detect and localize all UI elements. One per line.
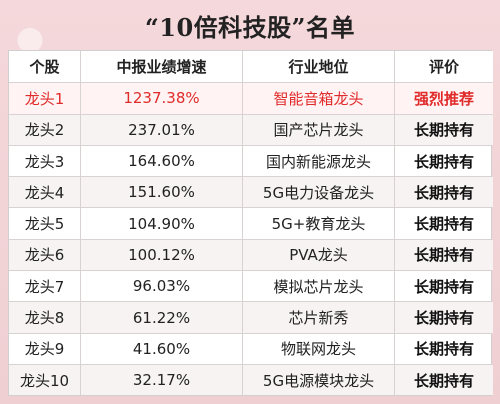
growth-rate: 164.60% (81, 145, 243, 177)
rating: 长期持有 (413, 152, 474, 171)
table-row: 龙头1 1237.38% 智能音箱龙头 强烈推荐 (9, 82, 493, 114)
rating: 长期持有 (395, 364, 493, 396)
rating: 长期持有 (395, 239, 493, 271)
industry-position: 芯片新秀 (243, 302, 395, 333)
table-row: 龙头4 151.60% 5G电力设备龙头 长期持有 (9, 176, 493, 208)
stock-name: 龙头8 (9, 302, 81, 333)
growth-rate: 151.60% (81, 177, 243, 208)
stock-name: 龙头5 (9, 208, 81, 239)
rating: 强烈推荐 (395, 83, 493, 114)
growth-rate: 1237.38% (81, 83, 243, 114)
industry-position: PVA龙头 (243, 239, 395, 271)
table-row: 龙头10 32.17% 5G电源模块龙头 长期持有 (9, 363, 493, 396)
rating: 长期持有 (413, 277, 474, 296)
header-stock: 个股 (9, 51, 81, 83)
industry-position: 5G+教育龙头 (243, 208, 395, 239)
stock-name: 龙头2 (9, 114, 81, 145)
growth-rate: 100.12% (81, 239, 243, 271)
industry-position: 5G电力设备龙头 (243, 177, 395, 208)
stock-name: 龙头10 (9, 364, 81, 396)
growth-rate: 61.22% (81, 302, 243, 333)
table-row: 龙头8 61.22% 芯片新秀 长期持有 (9, 301, 493, 333)
industry-position: 国产芯片龙头 (243, 114, 395, 145)
table-row: 龙头9 41.60% 物联网龙头 长期持有 (9, 332, 491, 364)
table-row: 龙头2 237.01% 国产芯片龙头 长期持有 (9, 113, 493, 145)
table-row: 龙头7 96.03% 模拟芯片龙头 长期持有 (9, 270, 491, 302)
table-row: 龙头6 100.12% PVA龙头 长期持有 (9, 238, 493, 271)
stock-name: 龙头3 (9, 145, 81, 177)
stock-name: 龙头4 (9, 177, 81, 208)
industry-position: 物联网龙头 (243, 333, 395, 364)
rating: 长期持有 (413, 340, 474, 359)
growth-rate: 104.90% (81, 208, 243, 239)
rating: 长期持有 (395, 177, 493, 208)
industry-position: 模拟芯片龙头 (243, 271, 395, 302)
industry-position: 国内新能源龙头 (243, 145, 395, 177)
rating: 长期持有 (395, 114, 493, 145)
stock-name: 龙头6 (9, 239, 81, 271)
rating: 长期持有 (413, 215, 474, 234)
header-industry: 行业地位 (243, 51, 395, 83)
industry-position: 5G电源模块龙头 (243, 364, 395, 396)
table-row: 龙头5 104.90% 5G+教育龙头 长期持有 (9, 207, 491, 239)
stock-name: 龙头9 (9, 333, 81, 364)
table-header-row: 个股 中报业绩增速 行业地位 评价 (9, 51, 493, 83)
growth-rate: 237.01% (81, 114, 243, 145)
growth-rate: 32.17% (81, 364, 243, 396)
rating: 长期持有 (395, 302, 493, 333)
header-growth: 中报业绩增速 (81, 51, 243, 83)
header-rating: 评价 (395, 51, 493, 83)
growth-rate: 41.60% (81, 333, 243, 364)
table-row: 龙头3 164.60% 国内新能源龙头 长期持有 (9, 144, 491, 177)
industry-position: 智能音箱龙头 (243, 83, 395, 114)
stock-name: 龙头1 (9, 83, 81, 114)
page-title: “10倍科技股”名单 (144, 13, 355, 42)
stock-table: 个股 中报业绩增速 行业地位 评价 龙头1 1237.38% 智能音箱龙头 强烈… (8, 50, 493, 397)
stock-name: 龙头7 (9, 271, 81, 302)
growth-rate: 96.03% (81, 271, 243, 302)
